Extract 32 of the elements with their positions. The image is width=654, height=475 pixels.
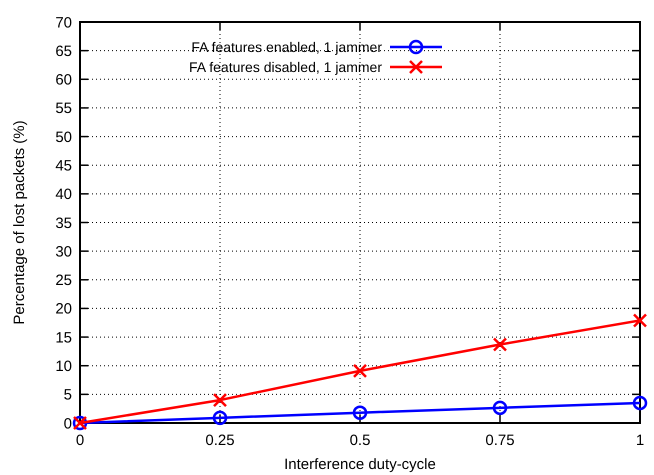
y-tick-label: 0 [64,415,72,432]
y-tick-label: 50 [55,128,72,146]
y-tick-label: 25 [55,272,72,290]
y-tick-label: 45 [55,157,72,174]
x-tick-label: 0.25 [205,432,235,449]
point [632,396,648,410]
point [212,392,228,408]
point [352,364,368,378]
point [492,400,508,416]
y-tick-label: 60 [55,72,72,89]
x-axis-title: Interference duty-cycle [284,456,436,473]
y-tick-label: 15 [55,329,72,346]
point [632,313,648,328]
y-tick-label: 65 [55,42,72,60]
y-tick-label: 10 [55,358,72,375]
point [492,337,508,352]
y-tick-label: 20 [55,300,72,318]
y-axis-title: Percentage of lost packets (%) [11,120,28,325]
y-tick-label: 30 [55,243,72,260]
x-tick-label: 0 [76,432,84,449]
point [212,410,228,426]
point [352,405,368,420]
x-tick-label: 0.75 [485,432,515,449]
x-tick-label: 1 [636,432,644,449]
x-tick-label: 0.5 [350,432,370,449]
legend-label: FA features enabled, 1 jammer [191,38,382,55]
y-tick-label: 35 [55,214,72,232]
y-tick-label: 5 [64,386,72,404]
legend-label: FA features disabled, 1 jammer [189,58,382,75]
y-tick-label: 70 [55,14,72,32]
y-tick-label: 40 [55,186,72,204]
y-tick-label: 55 [55,100,72,118]
